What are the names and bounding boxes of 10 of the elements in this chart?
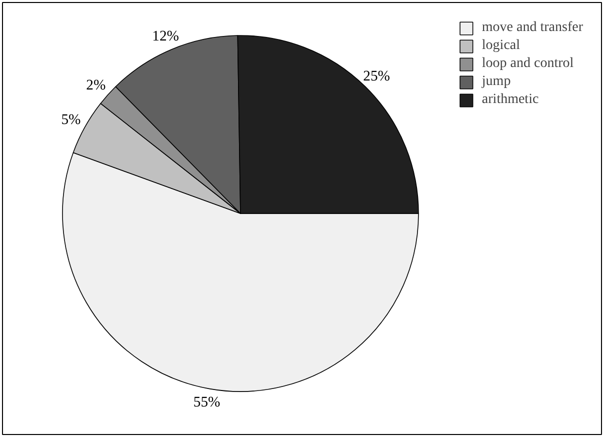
data-label: 12% [152,28,179,44]
legend-label: loop and control [482,56,574,72]
legend-label: jump [482,74,511,90]
data-label: 2% [86,77,106,94]
data-label: 25% [363,68,390,85]
data-label: 5% [61,112,81,128]
legend-label: logical [482,38,520,54]
legend-label: arithmetic [482,92,539,108]
legend-label: move and transfer [482,20,583,36]
data-label: 55% [193,394,220,411]
